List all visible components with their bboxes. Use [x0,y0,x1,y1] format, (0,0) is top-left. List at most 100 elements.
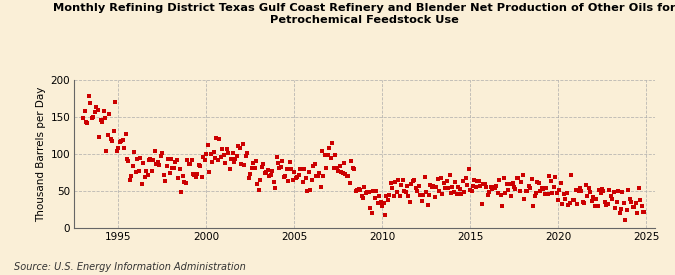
Point [381,194,392,199]
Point [639,210,650,214]
Point [529,194,540,199]
Point [388,194,399,198]
Point [314,170,325,175]
Point [418,193,429,198]
Point [334,164,345,168]
Point [528,204,539,208]
Point [153,160,163,164]
Point [473,179,484,184]
Point [431,185,441,189]
Point [412,189,423,193]
Point [626,199,637,204]
Point [620,218,631,222]
Point [98,109,109,113]
Point [384,193,395,197]
Point [245,171,256,176]
Point [588,195,599,200]
Point [283,178,294,183]
Point [190,175,201,179]
Point [277,159,288,163]
Point [360,191,371,196]
Point [385,180,396,185]
Point [475,183,486,188]
Point [109,129,119,134]
Point [284,160,295,164]
Point [100,116,111,120]
Point [230,157,241,161]
Point [126,174,137,178]
Point [188,172,198,176]
Point [160,179,171,183]
Point [205,151,216,156]
Point [310,174,321,178]
Point [271,155,282,160]
Point [599,200,610,204]
Point [144,158,155,162]
Point [622,208,632,212]
Point [413,184,424,189]
Point [185,162,196,166]
Point [335,170,346,174]
Point [567,197,578,202]
Point [383,198,394,202]
Point [344,181,355,185]
Point [421,189,431,194]
Point [356,194,367,198]
Point [139,174,150,179]
Point [548,185,559,189]
Point [408,179,418,183]
Point [117,138,128,142]
Point [447,185,458,189]
Point [256,165,267,169]
Point [286,167,296,171]
Point [597,187,608,191]
Point [462,183,472,187]
Point [242,151,252,155]
Point [506,194,516,199]
Point [573,188,584,193]
Point [254,188,265,192]
Point [387,186,398,190]
Point [142,173,153,177]
Point [446,191,456,196]
Point [293,172,304,177]
Point [607,196,618,201]
Point [82,121,93,126]
Point [199,158,210,162]
Point [309,161,320,166]
Point [339,161,350,166]
Point [585,190,595,194]
Point [225,156,236,161]
Point [171,158,182,163]
Point [450,180,461,184]
Point [396,183,406,187]
Point [498,176,509,180]
Point [453,185,464,189]
Point [460,176,471,180]
Point [516,179,526,184]
Point [323,153,333,157]
Point [437,192,448,196]
Point [80,120,91,125]
Point [149,149,160,153]
Point [542,192,553,196]
Point [470,185,481,189]
Point [393,177,404,182]
Point [468,184,479,188]
Point [261,170,271,174]
Point [583,186,594,190]
Point [503,188,514,192]
Point [630,200,641,205]
Point [614,211,625,215]
Point [157,150,167,155]
Point [478,182,489,186]
Point [466,189,477,193]
Point [240,154,251,159]
Point [497,204,508,208]
Point [458,179,468,183]
Point [104,111,115,116]
Point [524,185,535,190]
Point [120,132,131,136]
Point [281,166,292,171]
Point [558,192,569,197]
